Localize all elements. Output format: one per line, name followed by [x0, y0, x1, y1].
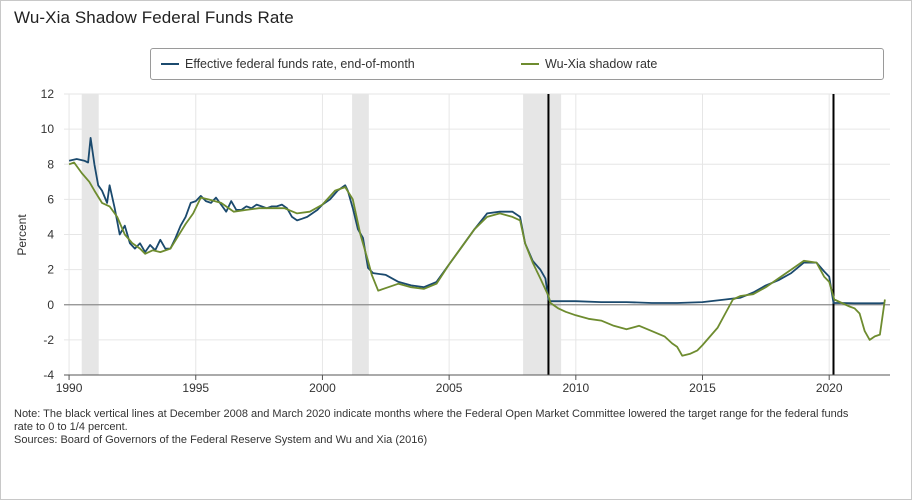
y-tick-label: 0	[47, 298, 54, 312]
chart-notes: Note: The black vertical lines at Decemb…	[14, 408, 910, 447]
x-tick-label: 2015	[689, 381, 716, 395]
legend-swatch-shadow-rate	[521, 63, 539, 65]
x-tick-label: 1995	[182, 381, 209, 395]
x-axis-tick-labels: 1990 1995 2000 2005 2010 2015 2020	[56, 381, 843, 395]
series-lines	[68, 137, 886, 357]
y-tick-label: -4	[43, 368, 54, 382]
series-line-effr	[68, 137, 885, 305]
legend-item-shadow-rate: Wu-Xia shadow rate	[521, 57, 657, 71]
axes	[64, 374, 890, 380]
y-tick-label: 6	[47, 192, 54, 206]
x-tick-label: 2005	[436, 381, 463, 395]
x-tick-label: 2000	[309, 381, 336, 395]
y-tick-label: 8	[47, 157, 54, 171]
x-tick-label: 2010	[562, 381, 589, 395]
note-line-3: Sources: Board of Governors of the Feder…	[14, 434, 428, 446]
x-tick-label: 1990	[56, 381, 83, 395]
y-axis-label: Percent	[15, 214, 29, 256]
legend-label-effr: Effective federal funds rate, end-of-mon…	[185, 57, 415, 71]
chart-legend: Effective federal funds rate, end-of-mon…	[150, 48, 884, 80]
note-line-2: rate to 0 to 1/4 percent.	[14, 421, 128, 433]
chart-title: Wu-Xia Shadow Federal Funds Rate	[14, 8, 294, 27]
y-tick-label: 4	[47, 228, 54, 242]
series-line-shadow-rate	[68, 161, 886, 357]
legend-label-shadow-rate: Wu-Xia shadow rate	[545, 57, 658, 71]
y-axis-tick-labels: -4 -2 0 2 4 6 8 10 12	[41, 87, 55, 382]
y-tick-label: -2	[43, 333, 54, 347]
gridlines	[64, 93, 890, 376]
y-tick-label: 2	[47, 263, 54, 277]
x-tick-label: 2020	[816, 381, 843, 395]
legend-item-effr: Effective federal funds rate, end-of-mon…	[161, 57, 415, 71]
y-tick-label: 10	[41, 122, 55, 136]
y-tick-label: 12	[41, 87, 55, 101]
note-line-1: Note: The black vertical lines at Decemb…	[14, 408, 849, 420]
event-lines	[547, 94, 835, 375]
legend-swatch-effr	[161, 63, 179, 65]
